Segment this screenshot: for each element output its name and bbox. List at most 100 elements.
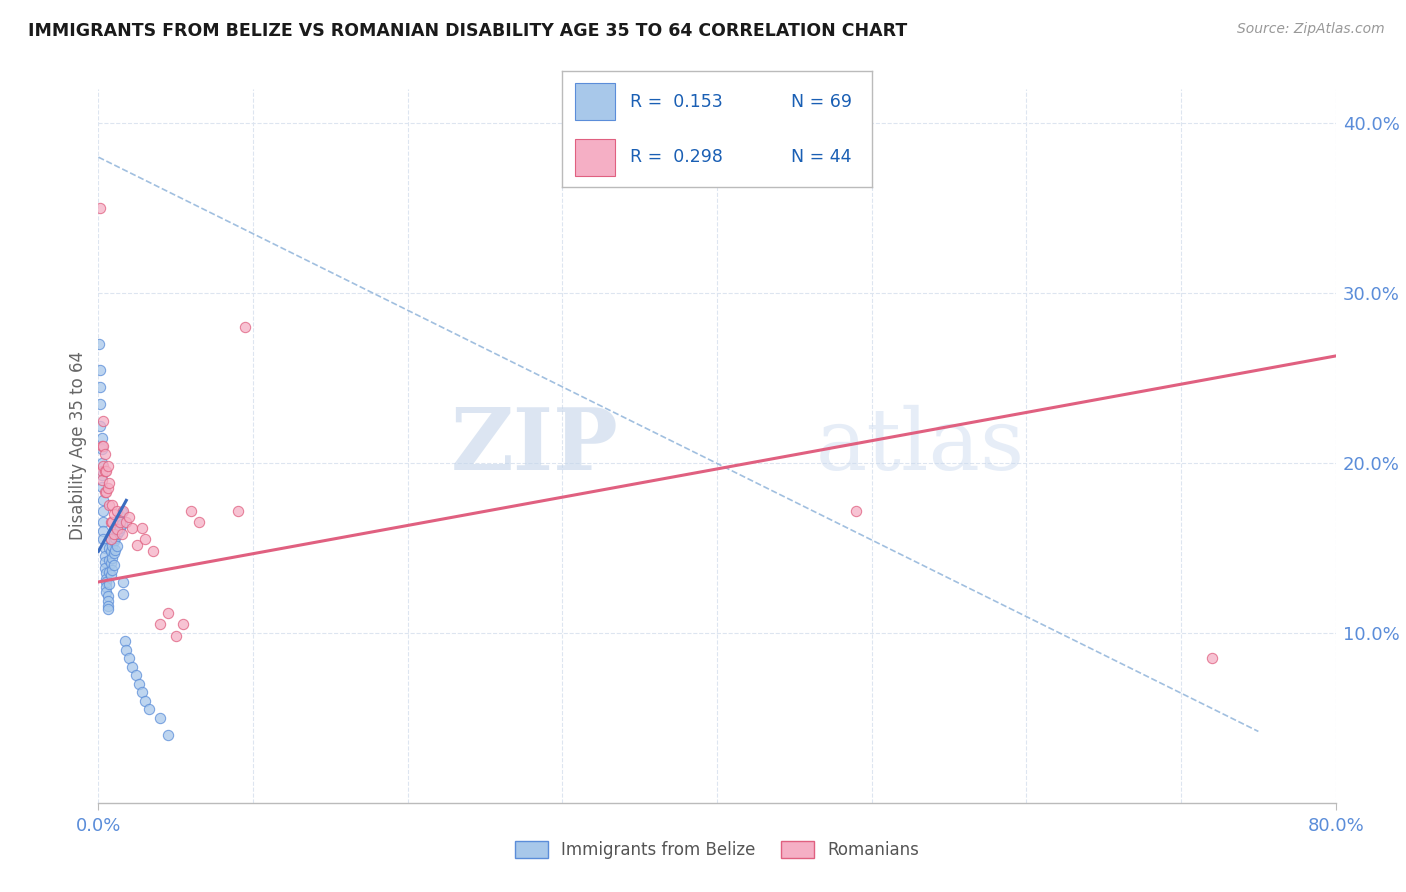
Text: N = 69: N = 69 xyxy=(792,93,852,111)
Point xyxy=(188,516,211,530)
Point xyxy=(91,413,114,427)
Point xyxy=(105,516,128,530)
Point xyxy=(96,566,118,581)
Point xyxy=(89,379,111,393)
Point xyxy=(101,527,124,541)
Text: R =  0.298: R = 0.298 xyxy=(630,148,723,166)
Point xyxy=(89,418,111,433)
Point xyxy=(90,465,112,479)
Point xyxy=(90,456,112,470)
Point xyxy=(108,516,131,530)
Point xyxy=(112,503,135,517)
Point xyxy=(104,519,127,533)
Point xyxy=(121,520,143,534)
Point xyxy=(134,533,156,547)
Point xyxy=(101,563,124,577)
Point xyxy=(100,516,122,530)
Point xyxy=(97,602,120,616)
Point xyxy=(142,544,165,558)
Point xyxy=(103,527,125,541)
Point xyxy=(96,574,118,589)
Point xyxy=(100,544,122,558)
Point xyxy=(108,520,131,534)
Point xyxy=(101,551,124,566)
Point xyxy=(93,465,115,479)
Point xyxy=(90,439,112,453)
Point xyxy=(103,522,125,536)
Point xyxy=(96,580,118,594)
Point xyxy=(100,533,122,547)
Point xyxy=(111,527,134,541)
Point xyxy=(104,542,127,557)
Point xyxy=(90,473,112,487)
Point xyxy=(103,558,125,572)
Point xyxy=(97,589,120,603)
Point xyxy=(93,541,115,555)
Point xyxy=(90,442,112,457)
Point xyxy=(108,508,131,523)
Point xyxy=(845,503,868,517)
Point xyxy=(91,516,114,530)
Point xyxy=(100,556,122,570)
Point xyxy=(89,362,111,376)
Point xyxy=(100,568,122,582)
Point xyxy=(180,503,202,517)
Point xyxy=(93,549,115,564)
Point xyxy=(89,201,111,215)
Point xyxy=(98,553,121,567)
Text: atlas: atlas xyxy=(815,404,1025,488)
Point xyxy=(104,531,127,545)
Bar xyxy=(575,83,614,120)
Point xyxy=(103,546,125,560)
Text: Source: ZipAtlas.com: Source: ZipAtlas.com xyxy=(1237,22,1385,37)
Point xyxy=(115,643,138,657)
Point xyxy=(91,493,114,508)
Point xyxy=(97,593,120,607)
Point xyxy=(105,503,128,517)
Point xyxy=(112,574,135,589)
Point xyxy=(105,522,128,536)
Point xyxy=(101,516,124,530)
Point xyxy=(121,660,143,674)
Point xyxy=(93,561,115,575)
Point xyxy=(105,527,128,541)
Point xyxy=(103,534,125,549)
Bar xyxy=(575,138,614,176)
Point xyxy=(93,448,115,462)
Point xyxy=(96,572,118,586)
Text: N = 44: N = 44 xyxy=(792,148,852,166)
Point xyxy=(165,629,187,643)
Point xyxy=(93,484,115,499)
Point xyxy=(100,533,122,547)
Point xyxy=(1201,651,1223,665)
Point xyxy=(101,539,124,553)
Legend: Immigrants from Belize, Romanians: Immigrants from Belize, Romanians xyxy=(508,834,927,866)
Point xyxy=(97,599,120,613)
Point xyxy=(98,576,121,591)
Point xyxy=(90,467,112,482)
Point xyxy=(138,702,160,716)
Point xyxy=(115,516,138,530)
Point xyxy=(103,507,125,521)
Point xyxy=(90,480,112,494)
Point xyxy=(114,634,136,648)
Point xyxy=(91,524,114,538)
Point xyxy=(107,512,129,526)
Point xyxy=(127,537,149,551)
Point xyxy=(226,503,249,517)
Point xyxy=(128,677,150,691)
Point xyxy=(235,320,257,334)
Text: R =  0.153: R = 0.153 xyxy=(630,93,723,111)
Point xyxy=(111,505,134,519)
Text: IMMIGRANTS FROM BELIZE VS ROMANIAN DISABILITY AGE 35 TO 64 CORRELATION CHART: IMMIGRANTS FROM BELIZE VS ROMANIAN DISAB… xyxy=(28,22,907,40)
Point xyxy=(101,499,124,513)
Point xyxy=(97,459,120,474)
Point xyxy=(98,499,121,513)
Point xyxy=(96,585,118,599)
Point xyxy=(98,541,121,555)
Point xyxy=(149,711,172,725)
Point xyxy=(149,617,172,632)
Point xyxy=(105,539,128,553)
Y-axis label: Disability Age 35 to 64: Disability Age 35 to 64 xyxy=(69,351,87,541)
Point xyxy=(98,476,121,491)
